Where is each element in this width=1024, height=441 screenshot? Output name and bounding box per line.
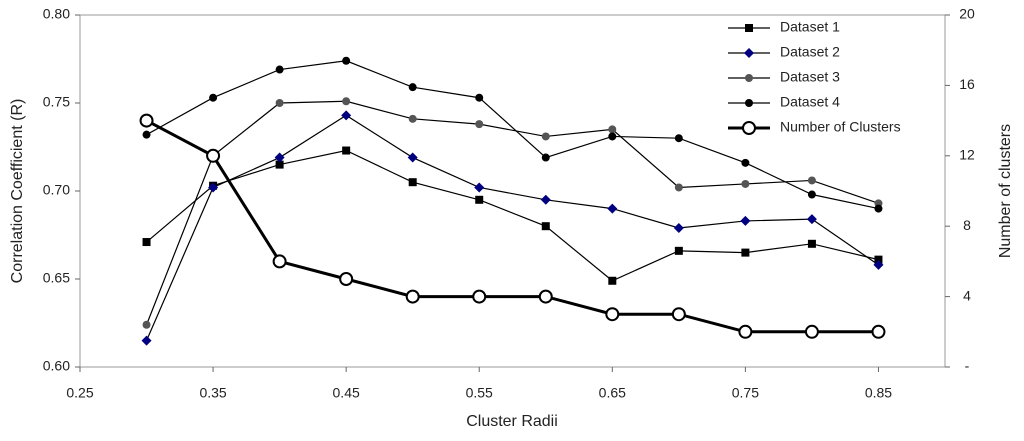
marker [674, 246, 683, 255]
marker [408, 114, 417, 123]
legend-label: Number of Clusters [780, 119, 901, 135]
y-axis-label: Correlation Coefficient (R) [9, 99, 26, 284]
marker [807, 190, 816, 199]
series-line [145, 114, 879, 341]
marker [142, 130, 151, 139]
y-tick-label: 0.60 [43, 358, 70, 374]
marker [475, 195, 484, 204]
y2-tick-label: 16 [959, 76, 975, 92]
legend-marker [742, 121, 756, 135]
x-tick-label: 0.85 [865, 385, 892, 401]
marker [874, 204, 883, 213]
y-tick-label: 0.65 [43, 270, 70, 286]
marker [341, 110, 352, 121]
marker [538, 289, 553, 304]
marker [608, 276, 617, 285]
marker [674, 134, 683, 143]
x-tick-label: 0.35 [199, 385, 226, 401]
marker [209, 93, 218, 102]
marker [208, 182, 219, 193]
marker [673, 222, 684, 233]
legend-label: Dataset 3 [780, 69, 840, 85]
marker [475, 120, 484, 129]
marker [540, 194, 551, 205]
y2-tick-label: 8 [963, 217, 971, 233]
marker [141, 335, 152, 346]
x-tick-label: 0.75 [732, 385, 759, 401]
marker [807, 176, 816, 185]
marker [339, 272, 354, 286]
legend-marker [745, 24, 753, 32]
marker [274, 152, 285, 163]
marker [871, 324, 886, 339]
legend-marker [745, 99, 753, 107]
marker [405, 289, 420, 304]
marker [674, 183, 683, 192]
marker [408, 178, 417, 187]
marker [472, 289, 487, 304]
y-tick-label: 0.80 [43, 6, 70, 22]
y2-tick-label: - [965, 358, 970, 374]
marker [740, 215, 751, 226]
marker [139, 113, 154, 128]
legend-label: Dataset 1 [780, 19, 840, 35]
series-line [145, 100, 879, 325]
marker [671, 307, 686, 322]
y-tick-label: 0.70 [43, 182, 70, 198]
x-axis-label: Cluster Radii [466, 413, 558, 430]
legend-label: Dataset 4 [780, 94, 840, 110]
marker [804, 324, 819, 339]
marker [873, 259, 884, 270]
marker [342, 97, 351, 106]
marker [142, 238, 151, 247]
legend-marker [744, 48, 754, 58]
series-line [146, 60, 879, 210]
marker [275, 65, 284, 74]
marker [342, 56, 351, 65]
y2-tick-label: 12 [959, 147, 975, 163]
y2-tick-label: 20 [959, 6, 975, 22]
x-tick-label: 0.65 [599, 385, 626, 401]
series-line [145, 119, 879, 334]
marker [474, 182, 485, 193]
marker [608, 125, 617, 134]
series-line [146, 149, 879, 282]
marker [475, 93, 484, 102]
y2-tick-label: 4 [963, 287, 971, 303]
marker [142, 320, 151, 329]
marker [272, 254, 287, 269]
marker [741, 248, 750, 257]
marker [874, 255, 883, 264]
legend-label: Dataset 2 [780, 44, 840, 60]
marker [206, 148, 221, 163]
x-tick-label: 0.25 [66, 385, 93, 401]
marker [342, 146, 351, 155]
marker [807, 239, 816, 248]
marker [408, 83, 417, 92]
marker [806, 214, 817, 225]
legend-marker [745, 74, 753, 82]
marker [541, 132, 550, 141]
marker [407, 152, 418, 163]
y-tick-label: 0.75 [43, 94, 70, 110]
y2-axis-label: Number of clusters [997, 124, 1014, 258]
x-tick-label: 0.45 [333, 385, 360, 401]
x-tick-label: 0.55 [466, 385, 493, 401]
marker [741, 158, 750, 167]
marker [738, 324, 753, 339]
marker [541, 153, 550, 162]
marker [607, 203, 618, 214]
marker [741, 179, 750, 188]
marker [605, 307, 620, 322]
marker [541, 222, 550, 231]
marker [275, 160, 284, 169]
marker [275, 99, 284, 107]
marker [608, 132, 617, 141]
